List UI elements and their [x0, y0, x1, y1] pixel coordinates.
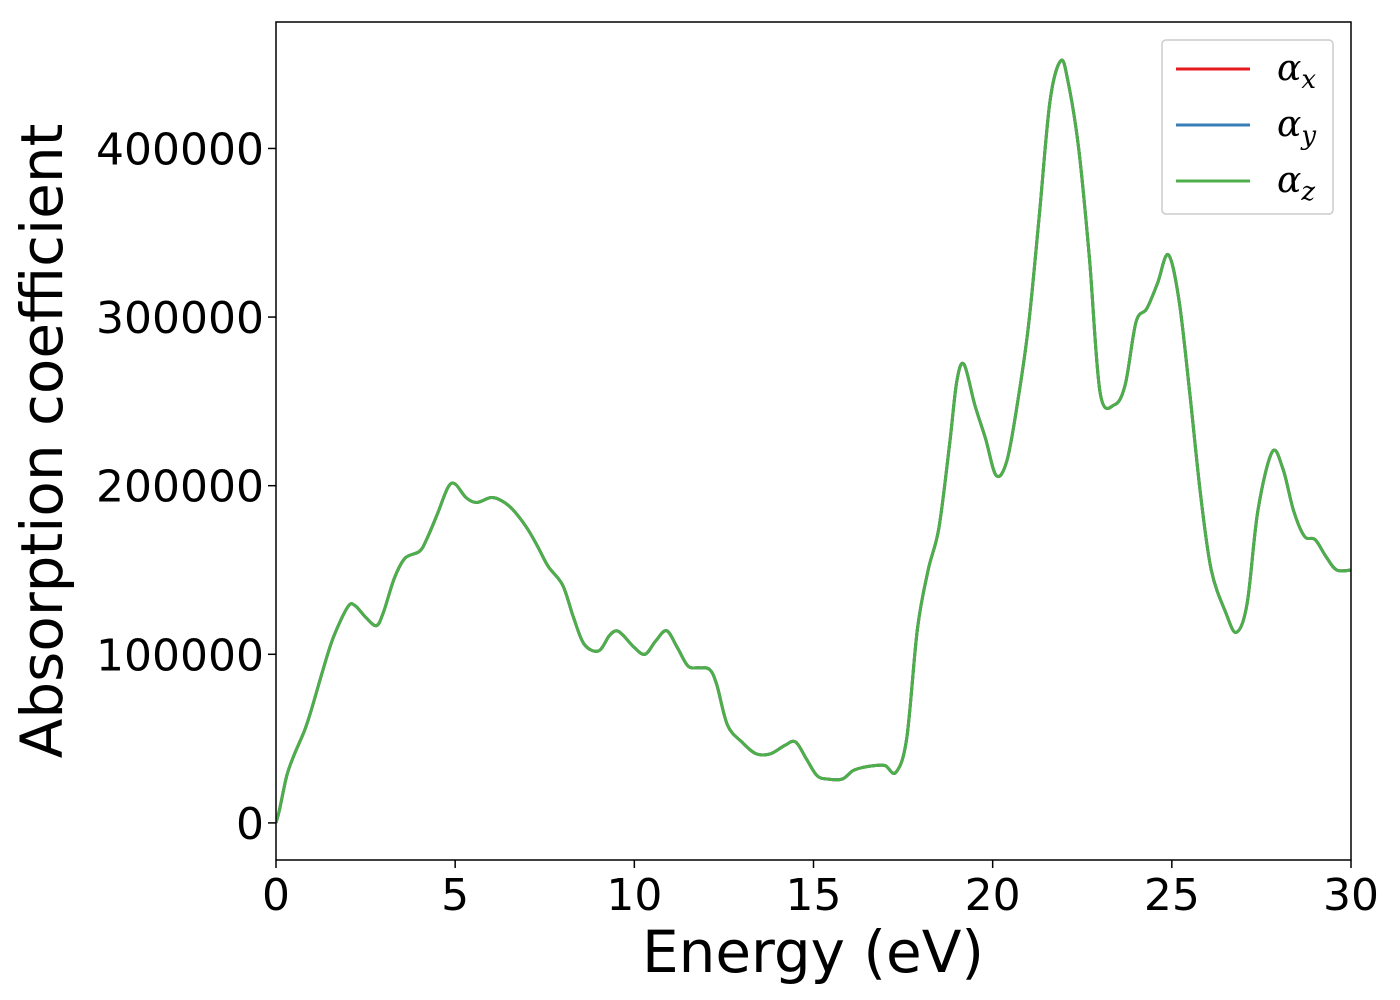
legend-box: [1161, 39, 1334, 215]
y-tick-label: 300000: [96, 293, 264, 344]
x-tick-label: 0: [262, 870, 290, 921]
series-line-z: [276, 58, 1351, 824]
legend: αx αy αz: [1161, 39, 1334, 215]
y-tick-label: 0: [236, 799, 264, 850]
y-axis: 0 100000 200000 300000 400000: [96, 124, 276, 850]
y-tick-label: 100000: [96, 630, 264, 681]
x-tick-label: 25: [1144, 870, 1200, 921]
legend-label-x: αx: [1277, 48, 1316, 95]
y-tick-label: 400000: [96, 124, 264, 175]
x-tick-label: 10: [606, 870, 662, 921]
x-tick-label: 30: [1323, 870, 1379, 921]
x-axis: 0 5 10 15 20 25 30: [262, 860, 1379, 921]
legend-label-y: αy: [1277, 104, 1316, 151]
x-axis-title: Energy (eV): [642, 918, 984, 986]
y-tick-label: 200000: [96, 462, 264, 513]
series-layer: [276, 58, 1351, 824]
legend-label-z: αz: [1277, 160, 1315, 207]
y-axis-title: Absorption coefficient: [8, 124, 76, 759]
x-tick-label: 20: [965, 870, 1021, 921]
x-tick-label: 5: [441, 870, 469, 921]
x-tick-label: 15: [786, 870, 842, 921]
